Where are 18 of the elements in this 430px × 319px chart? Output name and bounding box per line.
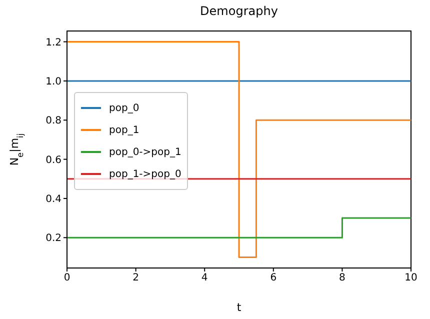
chart-title: Demography bbox=[199, 4, 279, 18]
y-tick-label: 0.4 bbox=[46, 194, 62, 206]
legend-label: pop_0 bbox=[109, 102, 140, 114]
y-tick-label: 0.6 bbox=[46, 154, 62, 166]
y-tick-label: 0.8 bbox=[46, 116, 62, 127]
x-tick-label: 2 bbox=[132, 272, 139, 284]
legend-label: pop_1->pop_0 bbox=[109, 168, 182, 180]
x-tick-label: 6 bbox=[270, 272, 277, 284]
legend-label: pop_1 bbox=[109, 124, 140, 136]
y-tick-label: 1.0 bbox=[46, 76, 62, 88]
y-tick-label: 0.2 bbox=[46, 233, 62, 244]
x-tick-label: 10 bbox=[404, 272, 418, 284]
x-tick-label: 0 bbox=[64, 272, 70, 284]
x-tick-label: 4 bbox=[201, 272, 208, 284]
x-axis-title: t bbox=[236, 301, 242, 314]
x-tick-label: 8 bbox=[339, 272, 346, 284]
legend-label: pop_0->pop_1 bbox=[109, 146, 182, 158]
y-tick-label: 1.2 bbox=[46, 37, 62, 48]
